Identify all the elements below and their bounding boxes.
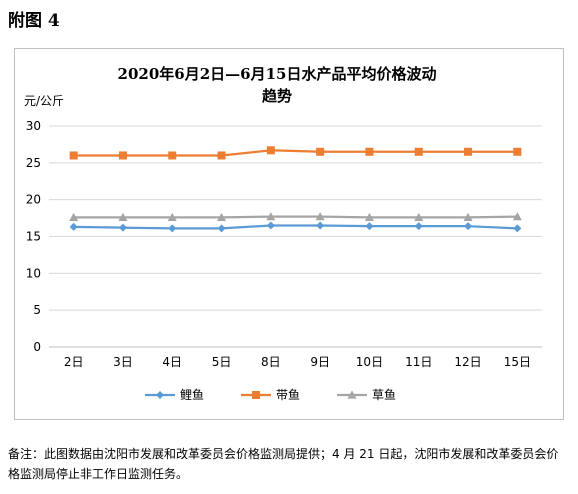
series-line bbox=[73, 149, 518, 157]
x-tick-label: 5日 bbox=[212, 355, 232, 369]
x-tick-label: 12日 bbox=[454, 355, 481, 369]
data-point bbox=[464, 147, 473, 156]
x-tick-label: 10日 bbox=[356, 355, 383, 369]
data-point bbox=[365, 147, 374, 156]
data-point bbox=[266, 146, 275, 155]
chart-title-line2: 趋势 bbox=[262, 87, 292, 105]
legend-label: 草鱼 bbox=[372, 388, 396, 402]
y-tick-label: 25 bbox=[26, 156, 41, 170]
data-point bbox=[316, 147, 325, 156]
data-point bbox=[512, 212, 522, 221]
legend: 鲤鱼 带鱼 草鱼 bbox=[145, 388, 396, 402]
y-tick-label: 20 bbox=[26, 193, 41, 207]
data-point bbox=[414, 147, 423, 156]
data-point bbox=[315, 212, 325, 221]
y-axis-unit-label: 元/公斤 bbox=[24, 94, 64, 108]
data-point bbox=[266, 221, 275, 230]
y-tick-labels: 0 5 10 15 20 25 30 bbox=[26, 119, 41, 354]
series-1 bbox=[69, 221, 522, 233]
data-point bbox=[118, 223, 127, 232]
series-line bbox=[73, 215, 518, 219]
legend-item: 草鱼 bbox=[337, 388, 396, 402]
data-point bbox=[69, 212, 79, 221]
legend-label: 带鱼 bbox=[276, 388, 300, 402]
data-point bbox=[168, 224, 177, 233]
legend-swatch-marker bbox=[347, 390, 357, 399]
data-point bbox=[167, 212, 177, 221]
legend-item: 带鱼 bbox=[241, 388, 300, 402]
legend-swatch-marker bbox=[156, 391, 164, 399]
series-2 bbox=[69, 146, 522, 160]
page-heading: 附图 4 bbox=[8, 11, 60, 31]
x-tick-labels: 2日 3日 4日 5日 8日 9日 10日 11日 12日 15日 bbox=[64, 355, 531, 369]
data-point bbox=[118, 212, 128, 221]
legend-item: 鲤鱼 bbox=[145, 388, 204, 402]
x-tick-label: 15日 bbox=[504, 355, 531, 369]
grid-layer bbox=[49, 125, 542, 348]
data-point bbox=[217, 212, 227, 221]
series-line bbox=[73, 224, 518, 230]
legend-swatch-marker bbox=[252, 391, 260, 399]
footnote: 备注：此图数据由沈阳市发展和改革委员会价格监测局提供；4 月 21 日起，沈阳市… bbox=[8, 447, 559, 481]
y-tick-label: 15 bbox=[26, 230, 41, 244]
series-3 bbox=[69, 212, 522, 221]
series-layer bbox=[69, 146, 522, 233]
data-point bbox=[217, 224, 226, 233]
y-tick-label: 10 bbox=[26, 266, 41, 280]
chart-title-line1: 2020年6月2日—6月15日水产品平均价格波动 bbox=[118, 65, 437, 83]
y-tick-label: 30 bbox=[26, 119, 41, 133]
data-point bbox=[365, 222, 374, 231]
data-point bbox=[414, 222, 423, 231]
x-tick-label: 4日 bbox=[162, 355, 182, 369]
x-tick-label: 3日 bbox=[113, 355, 133, 369]
x-tick-label: 9日 bbox=[310, 355, 330, 369]
data-point bbox=[118, 151, 127, 160]
data-point bbox=[168, 151, 177, 160]
data-point bbox=[513, 224, 522, 233]
legend-label: 鲤鱼 bbox=[180, 388, 204, 402]
data-point bbox=[464, 222, 473, 231]
x-tick-label: 2日 bbox=[64, 355, 84, 369]
data-point bbox=[217, 151, 226, 160]
y-tick-label: 0 bbox=[33, 340, 41, 354]
data-point bbox=[463, 212, 473, 221]
data-point bbox=[364, 212, 374, 221]
data-point bbox=[69, 151, 78, 160]
x-tick-label: 11日 bbox=[405, 355, 432, 369]
data-point bbox=[513, 147, 522, 156]
data-point bbox=[414, 212, 424, 221]
data-point bbox=[316, 221, 325, 230]
data-point bbox=[69, 222, 78, 231]
price-line-chart: 2020年6月2日—6月15日水产品平均价格波动 趋势 元/公斤 0 5 10 15 2… bbox=[24, 65, 542, 402]
chart-frame: 2020年6月2日—6月15日水产品平均价格波动 趋势 元/公斤 0 5 10 15 2… bbox=[14, 48, 564, 420]
x-tick-label: 8日 bbox=[261, 355, 281, 369]
data-point bbox=[266, 212, 276, 221]
y-tick-label: 5 bbox=[33, 303, 41, 317]
